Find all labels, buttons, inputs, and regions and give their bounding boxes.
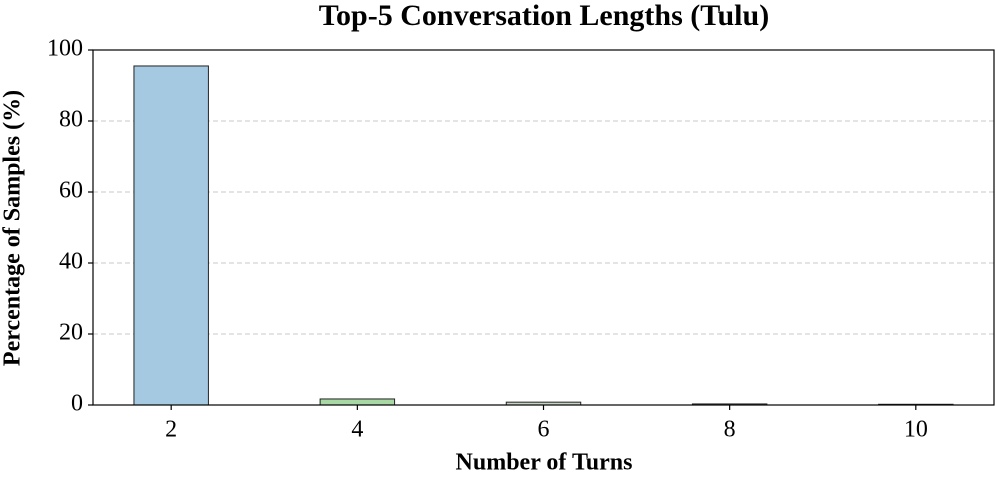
y-tick-label: 60 <box>59 178 83 204</box>
bar <box>133 65 209 406</box>
y-axis-label: Percentage of Samples (%) <box>0 90 26 366</box>
bar <box>319 398 396 406</box>
x-tick-label: 10 <box>904 417 928 443</box>
y-tick-label: 20 <box>59 320 83 346</box>
chart-title: Top-5 Conversation Lengths (Tulu) <box>319 0 769 32</box>
y-tick-label: 0 <box>71 391 83 417</box>
plot-frame <box>92 49 995 406</box>
y-tick-label: 40 <box>59 249 83 275</box>
y-tick-label: 100 <box>47 36 83 62</box>
x-axis-label: Number of Turns <box>456 450 633 476</box>
x-tick-label: 6 <box>538 417 550 443</box>
y-tick-label: 80 <box>59 107 83 133</box>
x-tick-label: 8 <box>724 417 736 443</box>
x-tick-label: 4 <box>351 417 363 443</box>
x-tick-label: 2 <box>165 417 177 443</box>
